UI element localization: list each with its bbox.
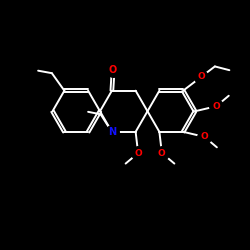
Text: O: O [212, 102, 220, 111]
Point [214, 104, 218, 108]
Point [202, 135, 206, 139]
Text: O: O [200, 132, 208, 141]
Text: O: O [197, 72, 205, 82]
Point [160, 151, 164, 155]
Text: N: N [108, 127, 116, 137]
Point [111, 68, 115, 72]
Point [110, 130, 114, 134]
Point [199, 75, 203, 79]
Text: O: O [158, 148, 166, 158]
Point [136, 151, 140, 155]
Text: O: O [134, 148, 142, 158]
Text: O: O [109, 65, 117, 75]
